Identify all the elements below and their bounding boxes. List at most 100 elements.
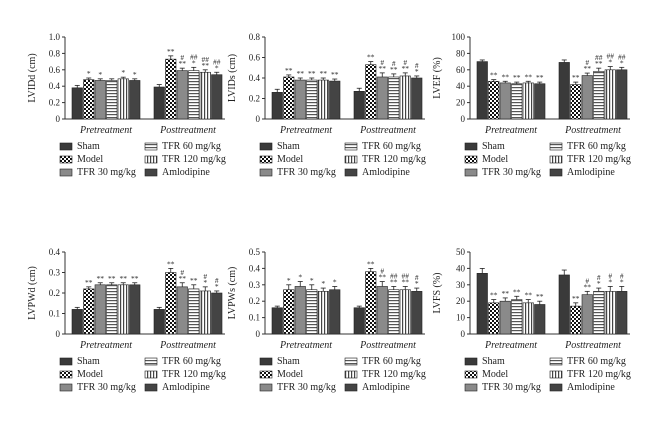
significance-mark: ** (502, 289, 510, 298)
category-label: Pretreatment (279, 340, 332, 351)
significance-mark: * (287, 276, 291, 285)
legend-label: TFR 60 mg/kg (362, 356, 421, 367)
bar (558, 62, 570, 120)
legend-swatch (144, 142, 158, 151)
category-label: Pretreatment (79, 125, 132, 136)
legend-label: Model (277, 154, 303, 165)
significance-mark: * (415, 67, 419, 76)
y-tick-label: 10 (456, 313, 466, 323)
bar (211, 292, 223, 335)
significance-mark: * (333, 277, 337, 286)
legend-swatch (464, 168, 478, 177)
bar (94, 80, 106, 120)
bar (616, 69, 628, 120)
legend: Sham Model TFR 30 mg/kg TFR 60 mg/kg TFR 120… (259, 356, 426, 393)
significance-mark: ** (584, 282, 592, 291)
significance-mark: * (121, 68, 125, 77)
bar (199, 71, 211, 120)
bar (604, 69, 616, 120)
bar (83, 79, 95, 120)
significance-mark: * (321, 279, 325, 288)
legend-swatch (464, 155, 478, 164)
significance-mark: ** (285, 66, 293, 75)
category-label: Pretreatment (79, 340, 132, 351)
legend-swatch (344, 383, 358, 392)
bar (271, 92, 283, 120)
legend-swatch (59, 168, 73, 177)
significance-mark-hash: # (180, 53, 184, 62)
significance-mark-hash: ## (607, 52, 615, 61)
legend-label: Model (277, 369, 303, 380)
significance-mark: * (215, 282, 219, 291)
y-tick-label: 0.2 (49, 98, 60, 108)
significance-mark: ** (331, 70, 339, 79)
bar (376, 286, 388, 335)
bar (306, 79, 318, 120)
legend-label: Model (77, 154, 103, 165)
significance-mark: ** (179, 59, 187, 68)
bar (399, 289, 411, 335)
category-label: Pretreatment (484, 125, 537, 136)
y-tick-label: 0.4 (49, 247, 61, 257)
legend-label: TFR 120 mg/kg (362, 154, 426, 165)
bar (593, 291, 605, 335)
legend-label: Sham (277, 356, 300, 367)
legend-swatch (259, 383, 273, 392)
significance-mark-hash: # (203, 272, 207, 281)
legend-swatch (59, 142, 73, 151)
significance-mark: ** (525, 72, 533, 81)
significance-mark-hash: # (380, 58, 384, 67)
category-label: Posttreatment (159, 340, 216, 351)
significance-mark: * (215, 63, 219, 72)
legend-label: TFR 120 mg/kg (362, 369, 426, 380)
significance-mark: ** (490, 291, 498, 300)
bar (388, 76, 400, 120)
significance-mark: ** (167, 47, 175, 56)
category-label: Posttreatment (564, 340, 621, 351)
bar (511, 83, 523, 120)
significance-mark: ** (402, 277, 410, 286)
legend: Sham Model TFR 30 mg/kg TFR 60 mg/kg TFR 120… (259, 141, 426, 178)
significance-mark-hash: ## (390, 271, 398, 280)
legend-label: Sham (277, 141, 300, 152)
significance-mark: * (298, 273, 302, 282)
significance-mark: * (203, 278, 207, 287)
legend-label: TFR 60 mg/kg (567, 356, 626, 367)
significance-mark: ** (584, 64, 592, 73)
category-label: Pretreatment (484, 340, 537, 351)
significance-mark: ** (390, 65, 398, 74)
y-tick-label: 0 (56, 329, 61, 339)
legend: Sham Model TFR 30 mg/kg TFR 60 mg/kg TFR 120… (59, 356, 226, 393)
legend-label: TFR 120 mg/kg (567, 154, 631, 165)
y-tick-label: 0.4 (249, 263, 261, 273)
y-tick-label: 80 (456, 48, 466, 58)
legend-swatch (464, 383, 478, 392)
bar (117, 284, 129, 335)
significance-mark: * (415, 279, 419, 288)
significance-mark-hash: # (597, 273, 601, 282)
y-tick-label: 0.6 (49, 65, 61, 75)
y-tick-label: 60 (456, 65, 466, 75)
bar (129, 284, 141, 335)
y-axis-label: LVPWs (cm) (227, 267, 238, 320)
significance-mark: * (192, 58, 196, 67)
legend-swatch (344, 142, 358, 151)
bar (153, 309, 165, 335)
significance-mark-hash: # (215, 276, 219, 285)
category-label: Posttreatment (159, 125, 216, 136)
bar (153, 86, 165, 120)
legend-swatch (144, 357, 158, 366)
bar (176, 286, 188, 335)
legend-swatch (549, 168, 563, 177)
legend-label: Sham (482, 356, 505, 367)
y-tick-label: 20 (456, 296, 466, 306)
bar (306, 289, 318, 335)
bar (317, 291, 329, 335)
bar (616, 291, 628, 335)
significance-mark-hash: # (380, 267, 384, 276)
significance-mark: ** (297, 69, 305, 78)
significance-mark-hash: # (415, 273, 419, 282)
